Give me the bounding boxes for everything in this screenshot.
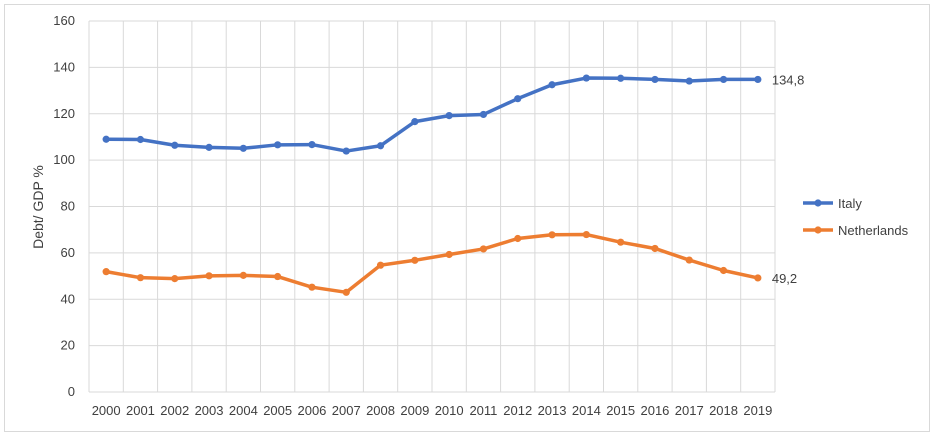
data-point-italy [376,142,385,150]
x-tick-label: 2003 [195,403,224,418]
data-point-italy [411,118,419,126]
data-point-italy [685,77,693,85]
data-point-italy [274,141,282,149]
data-point-italy [308,140,316,149]
data-point-italy [548,81,556,89]
x-tick-label: 2000 [92,403,121,418]
legend-marker-italy [814,199,822,207]
data-point-netherlands [342,288,350,296]
data-point-netherlands [719,266,728,275]
x-tick-label: 2018 [709,403,738,418]
x-tick-label: 2008 [366,403,395,418]
data-point-netherlands [102,268,110,276]
y-tick-label: 140 [53,59,75,74]
data-point-italy [136,135,145,144]
x-tick-label: 2013 [538,403,567,418]
x-tick-label: 2009 [400,403,429,418]
data-point-netherlands [274,272,282,281]
legend-entry-italy: Italy [838,196,862,211]
data-point-netherlands [376,261,385,269]
y-axis-ticks: 0 20 40 60 80 100 120 140 160 [53,13,75,399]
x-tick-label: 2005 [263,403,292,418]
data-point-italy [171,141,179,149]
data-point-netherlands [514,234,522,243]
data-point-italy [102,135,110,143]
legend-marker-netherlands [814,226,822,234]
x-tick-label: 2007 [332,403,361,418]
x-tick-label: 2011 [469,403,497,418]
end-label-italy: 134,8 [772,72,805,87]
chart-frame [4,4,930,432]
legend-entry-netherlands: Netherlands [838,223,909,238]
data-point-netherlands [308,283,316,291]
y-tick-label: 100 [53,152,75,167]
y-tick-label: 20 [61,338,75,353]
x-tick-label: 2004 [229,403,258,418]
y-tick-label: 120 [53,106,75,121]
series-lines: 134,8 49,2 [102,72,805,296]
data-point-netherlands [136,274,145,282]
data-point-netherlands [617,238,625,246]
x-tick-label: 2015 [606,403,635,418]
data-point-netherlands [239,271,247,279]
data-point-italy [651,75,659,84]
data-point-italy [719,75,728,84]
data-point-netherlands [205,272,213,280]
x-tick-label: 2001 [126,403,155,418]
x-tick-label: 2019 [743,403,772,418]
end-label-netherlands: 49,2 [772,271,797,286]
data-point-italy [514,95,522,103]
data-point-netherlands [754,274,762,282]
x-tick-label: 2012 [503,403,532,418]
data-point-italy [582,74,590,82]
data-point-italy [239,144,247,152]
data-point-netherlands [651,244,659,253]
x-axis-ticks: 2000 2001 2002 2003 2004 2005 2006 2007 2008 2009… [92,403,773,418]
data-point-netherlands [479,245,488,253]
series-line-italy [104,76,760,153]
x-tick-label: 2002 [160,403,189,418]
y-tick-label: 60 [61,245,75,260]
y-tick-label: 0 [68,384,75,399]
data-point-netherlands [548,231,556,239]
y-tick-label: 160 [53,13,75,28]
data-point-italy [479,110,488,119]
legend: Italy Netherlands [803,196,909,238]
data-point-italy [754,75,762,84]
data-point-italy [445,112,453,120]
x-tick-label: 2006 [297,403,326,418]
data-point-italy [342,147,350,155]
series-line-netherlands [104,232,760,295]
data-point-netherlands [411,256,419,264]
data-point-netherlands [445,250,453,259]
y-axis-label: Debt/ GDP % [30,165,46,249]
x-tick-label: 2016 [640,403,669,418]
data-point-italy [617,74,625,82]
gridlines [88,20,776,393]
x-tick-label: 2014 [572,403,601,418]
data-point-netherlands [582,230,590,239]
data-point-netherlands [171,275,179,283]
y-tick-label: 40 [61,291,75,306]
data-point-italy [205,143,213,151]
data-point-netherlands [685,256,693,264]
x-tick-label: 2017 [675,403,704,418]
y-tick-label: 80 [61,199,75,214]
x-tick-label: 2010 [435,403,464,418]
